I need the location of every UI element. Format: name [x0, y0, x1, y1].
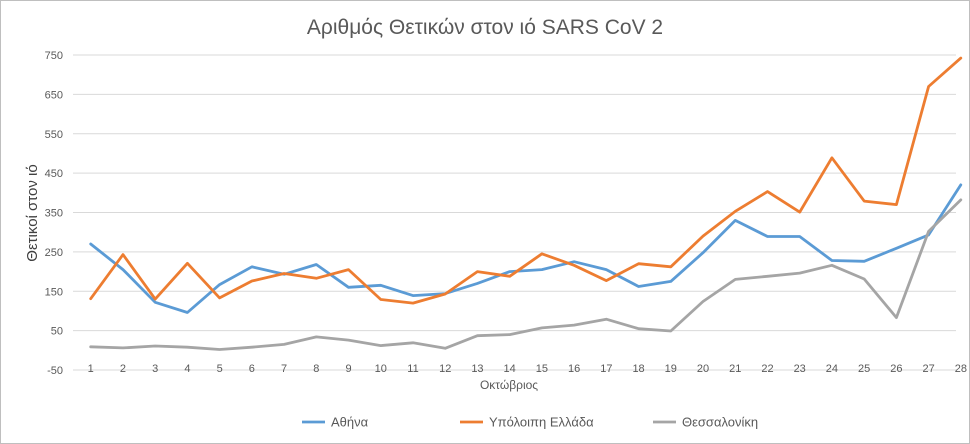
x-tick-label: 5 [217, 363, 223, 375]
x-tick-label: 14 [504, 363, 516, 375]
x-tick-label: 4 [184, 363, 190, 375]
legend-label-1: Αθήνα [331, 415, 369, 430]
x-tick-label: 15 [536, 363, 548, 375]
x-tick-label: 27 [922, 363, 934, 375]
x-tick-label: 18 [632, 363, 644, 375]
x-tick-label: 25 [858, 363, 870, 375]
x-tick-label: 24 [826, 363, 838, 375]
x-tick-label: 8 [313, 363, 319, 375]
x-axis-title: Οκτώβριος [480, 378, 538, 392]
x-tick-label: 17 [600, 363, 612, 375]
x-tick-label: 2 [120, 363, 126, 375]
y-tick-labels: -50 50 150 250 350 450 550 650 750 [45, 50, 63, 377]
y-tick-label: 350 [45, 208, 63, 220]
x-tick-label: 3 [152, 363, 158, 375]
y-tick-label: 50 [51, 326, 63, 338]
y-tick-label: 150 [45, 286, 63, 298]
x-tick-label: 1 [88, 363, 94, 375]
x-tick-label: 13 [471, 363, 483, 375]
y-tick-label: 450 [45, 168, 63, 180]
grid-lines [73, 54, 956, 371]
x-tick-label: 6 [249, 363, 255, 375]
y-tick-label: 750 [45, 50, 63, 62]
chart-title: Αριθμός Θετικών στον ιό SARS CoV 2 [307, 16, 663, 39]
legend-label-3: Θεσσαλονίκη [682, 415, 758, 430]
y-tick-label: -50 [47, 365, 63, 377]
legend-label-2: Υπόλοιπη Ελλάδα [489, 415, 594, 430]
x-tick-label: 11 [407, 363, 418, 375]
x-tick-label: 19 [665, 363, 677, 375]
x-tick-label: 12 [439, 363, 451, 375]
y-tick-label: 550 [45, 129, 63, 141]
x-tick-label: 7 [281, 363, 287, 375]
series-line-2 [89, 56, 963, 305]
y-tick-label: 250 [45, 247, 63, 259]
x-tick-label: 16 [568, 363, 580, 375]
x-tick-label: 26 [890, 363, 902, 375]
series-line-1 [89, 183, 963, 314]
x-tick-label: 28 [955, 363, 967, 375]
y-axis-title: Θετικοί στον ιό [24, 164, 41, 261]
x-tick-label: 10 [375, 363, 387, 375]
x-tick-label: 20 [697, 363, 709, 375]
series-line-3 [89, 198, 963, 351]
legend: Αθήνα Υπόλοιπη Ελλάδα Θεσσαλονίκη [302, 415, 758, 430]
x-tick-label: 21 [729, 363, 741, 375]
x-tick-label: 9 [345, 363, 351, 375]
x-tick-label: 23 [794, 363, 806, 375]
y-tick-label: 650 [45, 89, 63, 101]
x-tick-label: 22 [761, 363, 773, 375]
series-lines [89, 56, 963, 351]
x-tick-labels: 1 2 3 4 5 6 7 8 9 10 11 12 13 14 15 16 17 18 19 20 21 22 23 24 2… [88, 363, 967, 375]
